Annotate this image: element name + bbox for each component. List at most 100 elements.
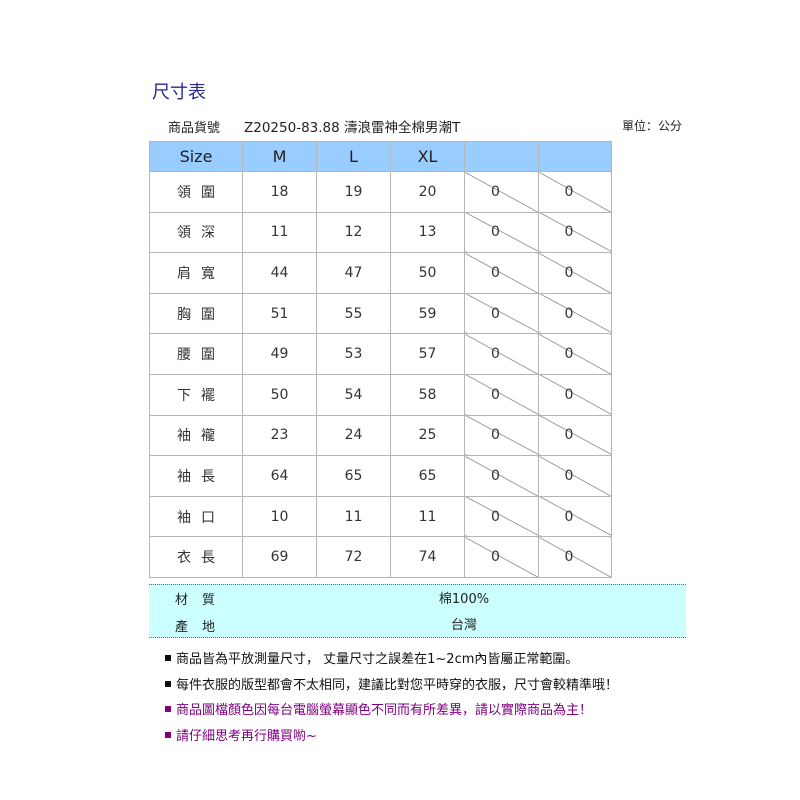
table-cell: 0 — [538, 252, 612, 294]
cell-value: 0 — [564, 224, 574, 241]
cell-value: 0 — [564, 386, 574, 403]
cell-value: 0 — [491, 224, 500, 241]
cell-value: 18 — [270, 183, 289, 200]
note-text: 商品皆為平放測量尺寸， 丈量尺寸之誤差在1~2cm內皆屬正常範圍。 — [176, 652, 579, 667]
table-cell: 44 — [242, 252, 317, 294]
table-cell: 0 — [538, 536, 612, 578]
cell-value: 54 — [344, 386, 363, 403]
cell-value: 13 — [418, 224, 437, 241]
table-cell: 47 — [316, 252, 391, 294]
row-label: 袖襱 — [149, 414, 243, 457]
table-cell: 65 — [390, 455, 465, 497]
cell-value: 0 — [564, 183, 574, 200]
cell-value: 11 — [270, 224, 289, 241]
material-label: 材質 — [175, 593, 230, 608]
table-cell: 50 — [242, 373, 317, 416]
cell-value: 49 — [270, 346, 289, 363]
cell-value: 0 — [564, 305, 574, 322]
cell-value: 72 — [344, 549, 363, 566]
table-cell: 0 — [538, 414, 612, 457]
cell-value: 64 — [270, 467, 289, 484]
table-cell: 11 — [390, 495, 465, 538]
cell-value: 57 — [418, 346, 437, 363]
cell-value: 0 — [564, 346, 574, 363]
page-title: 尺寸表 — [152, 82, 206, 103]
cell-value: 0 — [491, 386, 500, 403]
table-cell: 25 — [390, 414, 465, 457]
table-cell: 0 — [464, 171, 539, 213]
table-cell: 0 — [464, 333, 539, 375]
cell-value: 65 — [418, 467, 437, 484]
cell-value: 47 — [344, 264, 363, 281]
bullet-square-icon — [165, 731, 171, 738]
cell-value: 50 — [270, 386, 289, 403]
row-label: 下襬 — [149, 373, 243, 416]
table-cell: 69 — [242, 536, 317, 578]
table-cell: 0 — [464, 495, 539, 538]
cell-value: 11 — [418, 508, 437, 525]
cell-value: 0 — [491, 264, 500, 281]
table-cell: 51 — [242, 292, 317, 335]
table-cell: 0 — [538, 373, 612, 416]
note-text: 商品圖檔顏色因每台電腦螢幕顯色不同而有所差異，請以實際商品為主！ — [176, 703, 593, 718]
note-text: 請仔細思考再行購買喲~ — [176, 728, 317, 744]
cell-value: 11 — [344, 508, 363, 525]
table-cell: 57 — [390, 333, 465, 375]
row-label: 袖長 — [149, 455, 243, 497]
note-item: 每件衣服的版型都會不太相同，建議比對您平時穿的衣服，尺寸會較精準哦！ — [165, 676, 618, 702]
table-cell: 0 — [464, 536, 539, 578]
table-row: 胸圍 51 55 59 0 0 — [149, 292, 612, 335]
table-cell: 0 — [464, 414, 539, 457]
origin-value: 台灣 — [450, 618, 477, 633]
product-name: Z20250-83.88 濤浪雷神全棉男潮T — [244, 120, 461, 136]
size-table: Size M L XL 領圍 18 19 20 0 0 領深 11 12 13 0 0 肩寬 44 47 50 0 0 胸… — [149, 141, 612, 578]
row-label: 領圍 — [149, 171, 243, 213]
table-row: 袖口 10 11 11 0 0 — [149, 495, 612, 538]
size-header-1: M — [242, 141, 317, 172]
row-label: 袖口 — [149, 495, 243, 538]
row-label: 肩寬 — [149, 252, 243, 294]
row-label: 胸圍 — [149, 292, 243, 335]
cell-value: 53 — [344, 346, 363, 363]
cell-value: 51 — [270, 305, 289, 322]
table-cell: 0 — [538, 292, 612, 335]
table-cell: 49 — [242, 333, 317, 375]
table-cell: 0 — [538, 455, 612, 497]
bullet-square-icon — [165, 680, 171, 687]
table-cell: 24 — [316, 414, 391, 457]
cell-value: 10 — [270, 508, 289, 525]
table-cell: 0 — [464, 455, 539, 497]
cell-value: 23 — [270, 427, 289, 444]
cell-value: 69 — [270, 549, 289, 566]
material-origin-band: 材質 棉100% 產地 台灣 — [149, 584, 686, 638]
note-item: 商品圖檔顏色因每台電腦螢幕顯色不同而有所差異，請以實際商品為主！ — [165, 701, 618, 727]
bullet-square-icon — [165, 655, 171, 661]
size-header-3: XL — [390, 141, 465, 172]
table-cell: 0 — [538, 495, 612, 538]
notes-list: 商品皆為平放測量尺寸， 丈量尺寸之誤差在1~2cm內皆屬正常範圍。每件衣服的版型… — [165, 650, 618, 752]
table-cell: 20 — [390, 171, 465, 213]
table-row: 領圍 18 19 20 0 0 — [149, 171, 612, 213]
cell-value: 0 — [564, 467, 574, 484]
table-cell: 74 — [390, 536, 465, 578]
table-row: 袖長 64 65 65 0 0 — [149, 455, 612, 497]
cell-value: 12 — [344, 224, 363, 241]
cell-value: 58 — [418, 386, 437, 403]
bullet-square-icon — [165, 706, 171, 712]
table-cell: 59 — [390, 292, 465, 335]
table-cell: 0 — [538, 171, 612, 213]
table-cell: 11 — [242, 211, 317, 254]
table-cell: 72 — [316, 536, 391, 578]
table-row: 領深 11 12 13 0 0 — [149, 211, 612, 254]
table-cell: 54 — [316, 373, 391, 416]
note-item: 請仔細思考再行購買喲~ — [165, 727, 618, 753]
cell-value: 20 — [418, 183, 437, 200]
size-header-2: L — [316, 141, 391, 172]
cell-value: 0 — [564, 427, 574, 444]
note-item: 商品皆為平放測量尺寸， 丈量尺寸之誤差在1~2cm內皆屬正常範圍。 — [165, 650, 618, 676]
row-label: 衣長 — [149, 536, 243, 578]
row-label: 領深 — [149, 211, 243, 254]
note-text: 每件衣服的版型都會不太相同，建議比對您平時穿的衣服，尺寸會較精準哦！ — [176, 677, 619, 693]
table-row: 袖襱 23 24 25 0 0 — [149, 414, 612, 457]
table-row: 衣長 69 72 74 0 0 — [149, 536, 612, 578]
